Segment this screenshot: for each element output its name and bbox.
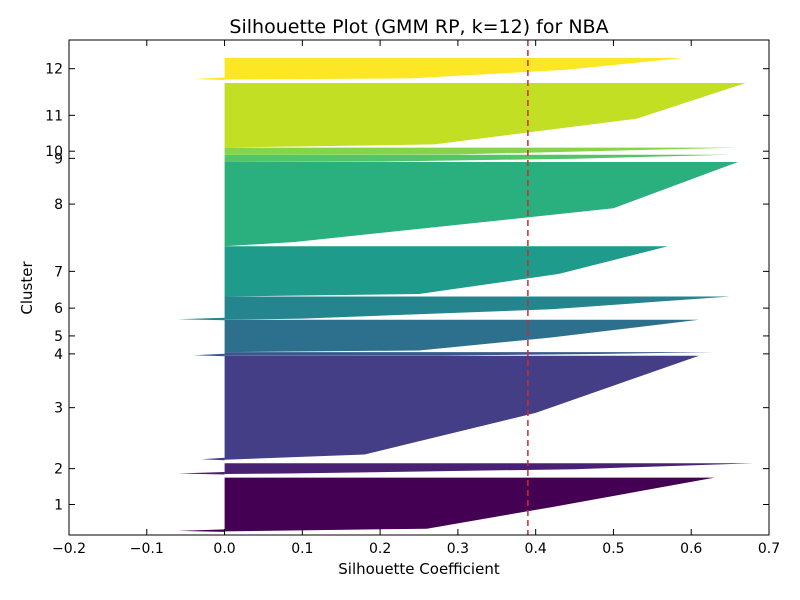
x-axis-ticks: −0.2 −0.1 0.0 0.1 0.2 0.3 0.4 0.5 0.6 0.7: [52, 40, 780, 557]
chart-title: Silhouette Plot (GMM RP, k=12) for NBA: [229, 16, 608, 38]
y-tick-label: 10: [45, 144, 63, 160]
x-tick-label: 0.3: [447, 541, 469, 557]
cluster-3-band: [224, 355, 699, 460]
cluster-6-negative-tail: [177, 317, 225, 321]
x-tick-label: 0.4: [525, 541, 547, 557]
y-tick-label: 1: [54, 498, 63, 514]
plot-area: −0.2 −0.1 0.0 0.1 0.2 0.3 0.4 0.5 0.6 0.7 1234567…: [45, 39, 780, 557]
cluster-5-band: [224, 319, 699, 353]
cluster-9-band: [224, 154, 731, 162]
y-tick-label: 7: [54, 264, 63, 280]
y-tick-label: 11: [45, 108, 63, 124]
y-tick-label: 9: [54, 151, 63, 167]
y-tick-label: 5: [54, 329, 63, 345]
x-tick-label: 0.6: [680, 541, 702, 557]
plot-frame: [68, 39, 770, 536]
x-tick-label: 0.1: [291, 541, 313, 557]
cluster-1-band: [224, 477, 715, 532]
y-axis-label: Cluster: [18, 261, 36, 315]
x-axis-label: Silhouette Coefficient: [338, 560, 500, 578]
x-tick-label: 0.2: [369, 541, 391, 557]
cluster-11-band: [224, 83, 746, 148]
cluster-4-band: [224, 352, 715, 356]
cluster-12-band: [224, 57, 684, 80]
x-tick-label: −0.1: [130, 541, 164, 557]
cluster-3-negative-tail: [201, 457, 225, 461]
y-tick-label: 6: [54, 301, 63, 317]
x-tick-label: 0.5: [602, 541, 624, 557]
y-tick-label: 3: [54, 401, 63, 417]
x-tick-label: 0.0: [213, 541, 235, 557]
y-tick-label: 8: [54, 197, 63, 213]
cluster-6-band: [224, 296, 731, 320]
y-tick-label: 12: [45, 62, 63, 78]
cluster-4-negative-tail: [193, 353, 225, 357]
cluster-12-negative-tail: [193, 77, 225, 80]
y-tick-label: 2: [54, 462, 63, 478]
cluster-7-band: [224, 246, 668, 297]
x-tick-label: −0.2: [52, 541, 86, 557]
cluster-bands: [177, 57, 754, 532]
cluster-8-band: [224, 162, 738, 247]
cluster-10-band: [224, 147, 738, 155]
cluster-2-negative-tail: [177, 472, 225, 475]
x-tick-label: 0.7: [758, 541, 780, 557]
y-tick-label: 4: [54, 347, 63, 363]
cluster-1-negative-tail: [177, 529, 225, 532]
cluster-2-band: [224, 463, 754, 474]
